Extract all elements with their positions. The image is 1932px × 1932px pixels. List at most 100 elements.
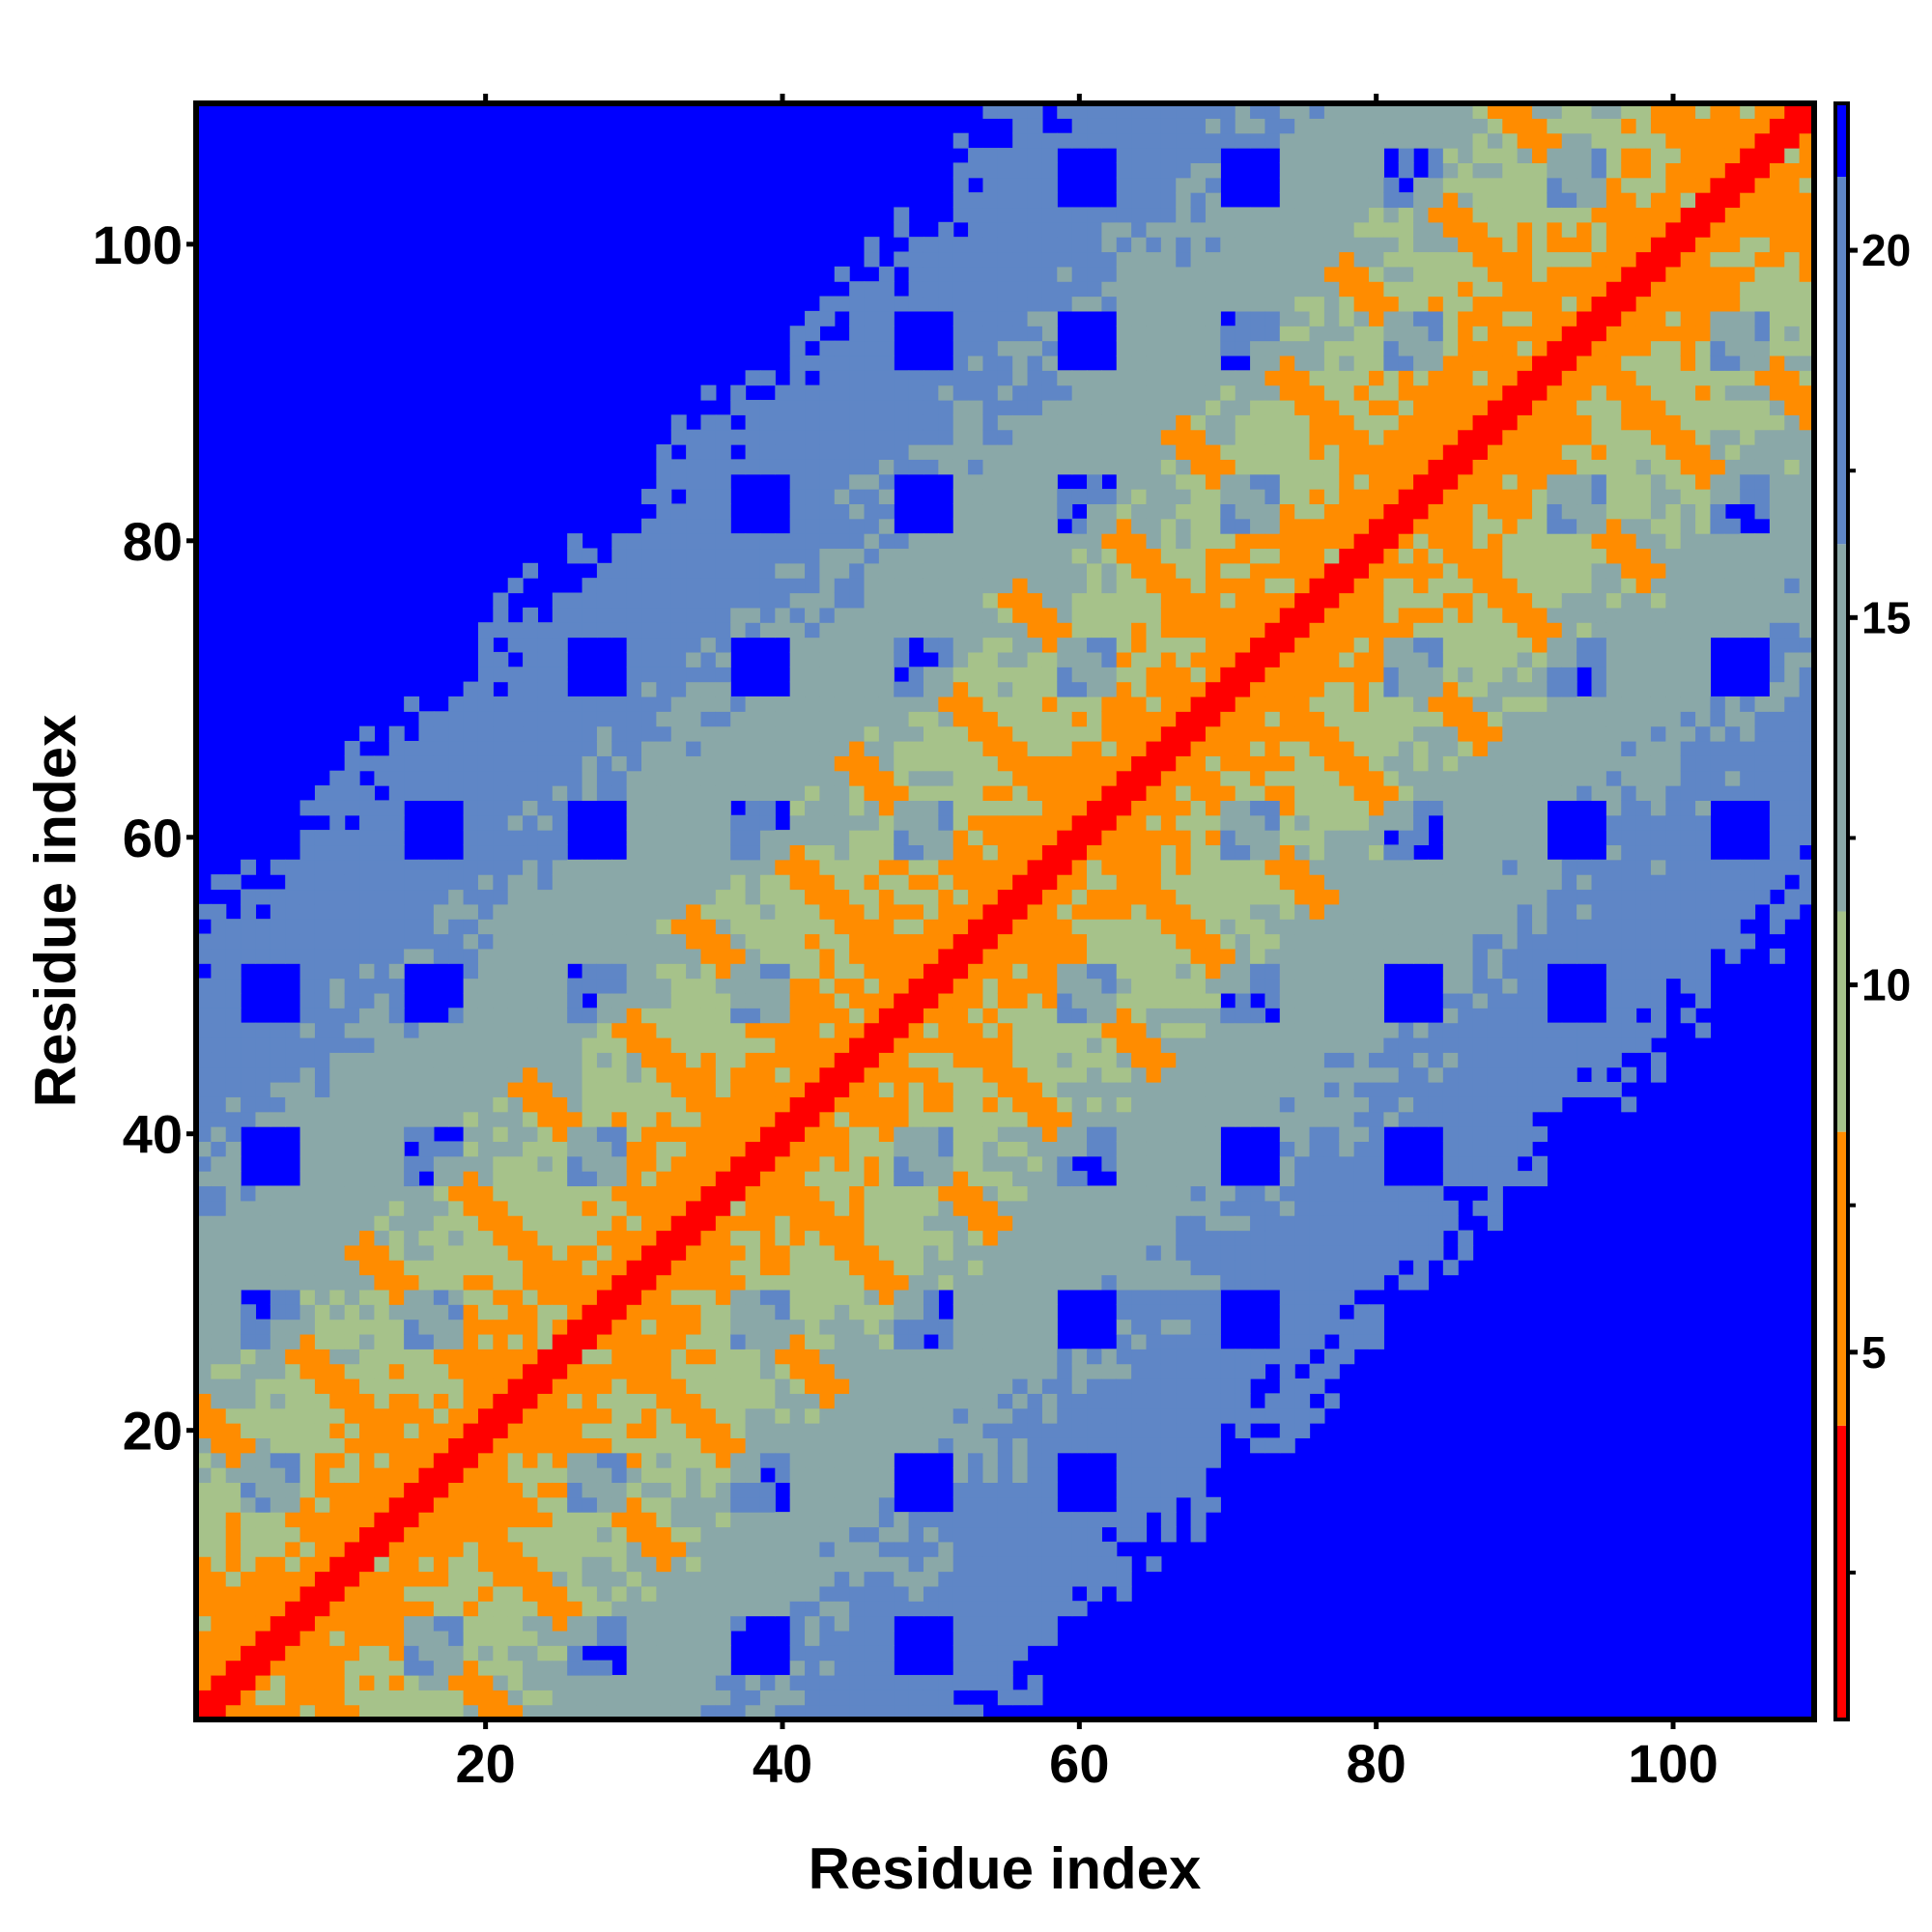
heatmap-cell	[1057, 207, 1073, 223]
heatmap-cell	[299, 1660, 316, 1676]
heatmap-cell	[225, 1512, 242, 1528]
heatmap-cell	[982, 1571, 999, 1587]
heatmap-cell	[670, 518, 687, 534]
heatmap-cell	[715, 1304, 731, 1321]
heatmap-cell	[211, 1215, 227, 1232]
heatmap-cell	[314, 1615, 330, 1632]
heatmap-cell	[700, 1571, 717, 1587]
heatmap-cell	[1012, 622, 1029, 639]
heatmap-cell	[997, 489, 1013, 505]
heatmap-cell	[418, 1333, 435, 1350]
heatmap-cell	[1027, 889, 1043, 905]
heatmap-cell	[477, 978, 494, 994]
heatmap-cell	[923, 859, 939, 875]
heatmap-cell	[626, 1482, 642, 1498]
heatmap-cell	[1012, 1260, 1029, 1276]
heatmap-cell	[582, 1096, 598, 1113]
heatmap-cell	[523, 800, 539, 816]
heatmap-cell	[329, 1601, 346, 1617]
heatmap-cell	[448, 1690, 465, 1706]
heatmap-cell	[1071, 384, 1088, 401]
heatmap-cell	[537, 1171, 554, 1187]
heatmap-cell	[344, 1319, 360, 1335]
heatmap-cell	[968, 1526, 984, 1543]
heatmap-cell	[789, 459, 806, 475]
heatmap-cell	[225, 1215, 242, 1232]
heatmap-cell	[670, 1585, 687, 1602]
heatmap-cell	[759, 1215, 776, 1232]
heatmap-cell	[1101, 1556, 1118, 1573]
heatmap-cell	[255, 1407, 271, 1424]
heatmap-cell	[670, 414, 687, 431]
heatmap-cell	[359, 1526, 376, 1543]
heatmap-cell	[211, 1571, 227, 1587]
heatmap-cell	[1041, 919, 1058, 935]
heatmap-cell	[982, 459, 999, 475]
heatmap-cell	[314, 1467, 330, 1484]
heatmap-cell	[641, 919, 657, 935]
heatmap-cell	[759, 933, 776, 950]
heatmap-cell	[656, 578, 672, 594]
heatmap-cell	[1012, 310, 1029, 327]
heatmap-cell	[552, 1008, 568, 1024]
heatmap-cell	[1041, 132, 1058, 149]
heatmap-cell	[211, 1022, 227, 1038]
heatmap-cell	[404, 919, 420, 935]
heatmap-cell	[241, 903, 257, 920]
heatmap-cell	[775, 830, 791, 846]
heatmap-cell	[567, 1601, 583, 1617]
heatmap-cell	[582, 1674, 598, 1690]
heatmap-cell	[908, 1171, 924, 1187]
heatmap-cell	[418, 1601, 435, 1617]
heatmap-cell	[299, 1230, 316, 1246]
heatmap-cell	[374, 1615, 390, 1632]
heatmap-cell	[834, 1378, 850, 1394]
heatmap-cell	[611, 1096, 628, 1113]
heatmap-cell	[418, 785, 435, 801]
heatmap-cell	[255, 1704, 271, 1720]
heatmap-cell	[997, 1452, 1013, 1468]
heatmap-cell	[805, 1022, 821, 1038]
heatmap-cell	[745, 1082, 761, 1097]
heatmap-cell	[582, 1423, 598, 1438]
heatmap-cell	[700, 1349, 717, 1365]
heatmap-cell	[1087, 963, 1102, 980]
heatmap-cell	[626, 1200, 642, 1216]
heatmap-cell	[656, 681, 672, 697]
heatmap-cell	[805, 725, 821, 742]
heatmap-cell	[1057, 370, 1073, 386]
heatmap-cell	[611, 785, 628, 801]
heatmap-cell	[388, 1333, 405, 1350]
heatmap-cell	[374, 1008, 390, 1024]
heatmap-cell	[715, 503, 731, 520]
heatmap-cell	[1087, 800, 1102, 816]
heatmap-cell	[1101, 384, 1118, 401]
heatmap-cell	[805, 1274, 821, 1291]
heatmap-cell	[523, 1363, 539, 1379]
heatmap-cell	[626, 1185, 642, 1202]
heatmap-cell	[314, 844, 330, 861]
heatmap-cell	[1027, 681, 1043, 697]
heatmap-cell	[849, 681, 866, 697]
heatmap-cell	[656, 1155, 672, 1172]
heatmap-cell	[344, 1260, 360, 1276]
heatmap-cell	[314, 1319, 330, 1335]
heatmap-cell	[834, 696, 850, 712]
heatmap-cell	[463, 1333, 479, 1350]
heatmap-cell	[611, 755, 628, 772]
heatmap-cell	[715, 1141, 731, 1157]
heatmap-cell	[582, 1155, 598, 1172]
heatmap-cell	[477, 740, 494, 756]
heatmap-cell	[299, 1274, 316, 1291]
heatmap-cell	[567, 1141, 583, 1157]
heatmap-cell	[923, 755, 939, 772]
heatmap-cell	[700, 607, 717, 623]
heatmap-cell	[997, 1393, 1013, 1409]
heatmap-cell	[374, 1363, 390, 1379]
heatmap-cell	[404, 1304, 420, 1321]
heatmap-cell	[270, 1349, 286, 1365]
heatmap-cell	[982, 237, 999, 253]
heatmap-cell	[730, 1022, 747, 1038]
heatmap-cell	[1071, 1260, 1088, 1276]
heatmap-cell	[1101, 1349, 1118, 1365]
